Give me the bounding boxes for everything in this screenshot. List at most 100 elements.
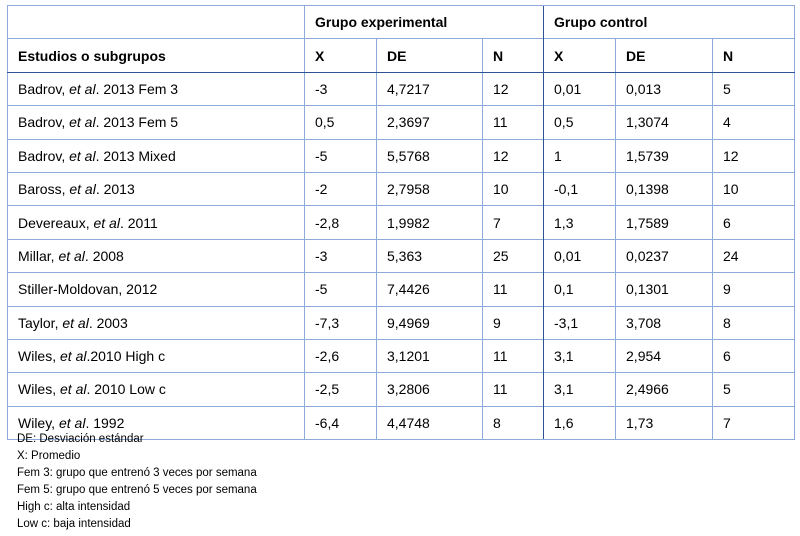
group-header-experimental: Grupo experimental [303,4,544,39]
ctl-x-cell: 0,5 [543,105,616,140]
ctl-x-cell: 1 [543,138,616,173]
ctl-de-cell: 0,013 [615,71,713,106]
table-row: Baross, et al. 2013 -2 2,7958 10 -0,1 0,1398 1… [7,171,796,206]
note-line: Fem 5: grupo que entrenó 5 veces por sem… [17,484,257,496]
ctl-n-cell: 7 [712,405,796,441]
exp-x-cell: -2,5 [304,372,377,407]
exp-x-cell: -2 [304,171,377,206]
ctl-n-cell: 24 [712,238,796,273]
ctl-n-cell: 4 [712,105,796,140]
table-body: Badrov, et al. 2013 Fem 3 -3 4,7217 12 0,01 0… [7,71,796,441]
study-name-prefix: Stiller-Moldovan, 2012 [18,281,158,298]
table-row: Devereaux, et al. 2011 -2,8 1,9982 7 1,3 1,75… [7,205,796,240]
study-name-cell: Millar, et al. 2008 [7,238,305,273]
column-header-study: Estudios o subgrupos [7,38,305,73]
study-name-etal: et al [69,181,96,198]
exp-n-cell: 7 [481,205,544,240]
study-name-cell: Badrov, et al. 2013 Fem 5 [7,105,305,140]
exp-de-cell: 2,7958 [376,171,483,206]
exp-de-cell: 9,4969 [376,305,483,340]
exp-de-cell: 5,363 [376,238,483,273]
ctl-n-cell: 10 [712,171,796,206]
study-name-suffix: . 2011 [119,214,158,231]
exp-x-cell: -3 [304,71,377,106]
ctl-x-cell: -3,1 [543,305,616,340]
ctl-de-cell: 1,5739 [615,138,713,173]
exp-x-cell: -2,8 [304,205,377,240]
group-header-control: Grupo control [543,4,796,39]
exp-n-cell: 8 [481,405,544,441]
study-name-prefix: Wiles, [18,348,60,365]
study-name-cell: Badrov, et al. 2013 Fem 3 [7,71,305,106]
note-line: High c: alta intensidad [17,501,131,513]
ctl-de-cell: 0,0237 [615,238,713,273]
table-row: Wiley, et al. 1992 -6,4 4,4748 8 1,6 1,73 7 [7,405,796,441]
ctl-n-cell: 8 [712,305,796,340]
study-name-etal: et al [60,381,87,398]
study-name-prefix: Baross, [18,181,70,198]
exp-x-cell: -7,3 [304,305,377,340]
exp-de-cell: 5,5768 [376,138,483,173]
column-header-exp-x: X [304,38,377,73]
note-line: Fem 3: grupo que entrenó 3 veces por sem… [17,467,257,479]
exp-x-cell: -2,6 [304,338,377,373]
table-row: Badrov, et al. 2013 Mixed -5 5,5768 12 1 1,57… [7,138,796,173]
study-name-etal: et al [62,314,89,331]
table-row: Millar, et al. 2008 -3 5,363 25 0,01 0,0237 24 [7,238,796,273]
ctl-x-cell: 0,01 [543,238,616,273]
study-name-cell: Baross, et al. 2013 [7,171,305,206]
column-header-ctl-de: DE [615,38,713,73]
exp-x-cell: -5 [304,138,377,173]
exp-n-cell: 12 [481,138,544,173]
study-name-prefix: Millar, [18,247,59,264]
column-header-row: Estudios o subgrupos X DE N X DE N [7,38,796,73]
ctl-de-cell: 0,1398 [615,171,713,206]
study-name-etal: et al [58,247,85,264]
table-notes: DE: Desviación estándar X: Promedio Fem 3:… [17,431,257,533]
ctl-x-cell: 1,3 [543,205,616,240]
ctl-de-cell: 0,1301 [615,272,713,307]
ctl-de-cell: 1,7589 [615,205,713,240]
study-name-etal: et al [93,214,120,231]
ctl-x-cell: 0,1 [543,272,616,307]
ctl-de-cell: 2,4966 [615,372,713,407]
study-name-suffix: . 2013 Fem 5 [95,114,179,131]
study-name-cell: Taylor, et al. 2003 [7,305,305,340]
note-line: Low c: baja intensidad [17,518,131,530]
exp-de-cell: 4,4748 [376,405,483,441]
column-header-exp-de: DE [376,38,483,73]
ctl-de-cell: 3,708 [615,305,713,340]
exp-n-cell: 11 [481,372,544,407]
note-line: X: Promedio [17,450,81,462]
study-name-prefix: Badrov, [18,80,70,97]
study-name-cell: Wiles, et al.2010 High c [7,338,305,373]
study-name-cell: Stiller-Moldovan, 2012 [7,272,305,307]
study-name-prefix: Wiley, [18,414,59,431]
study-name-suffix: . 2003 [88,314,128,331]
study-name-suffix: . 2013 Fem 3 [95,80,179,97]
exp-x-cell: -6,4 [304,405,377,441]
study-name-suffix: .2010 High c [86,348,166,365]
ctl-x-cell: 0,01 [543,71,616,106]
exp-de-cell: 2,3697 [376,105,483,140]
ctl-n-cell: 6 [712,205,796,240]
column-header-ctl-n: N [712,38,796,73]
study-name-cell: Wiles, et al. 2010 Low c [7,372,305,407]
exp-n-cell: 25 [481,238,544,273]
study-name-suffix: . 1992 [85,414,125,431]
exp-n-cell: 11 [481,105,544,140]
ctl-x-cell: -0,1 [543,171,616,206]
study-name-etal: et al [58,414,86,431]
exp-n-cell: 9 [481,305,544,340]
ctl-n-cell: 5 [712,71,796,106]
exp-de-cell: 3,2806 [376,372,483,407]
ctl-de-cell: 1,73 [615,405,713,441]
exp-x-cell: -3 [304,238,377,273]
ctl-de-cell: 1,3074 [615,105,713,140]
empty-corner-cell [7,4,305,39]
table-row: Wiles, et al.2010 High c -2,6 3,1201 11 3,1 2… [7,338,796,373]
study-name-etal: et al [69,147,96,164]
study-name-suffix: . 2008 [84,247,124,264]
exp-x-cell: 0,5 [304,105,377,140]
exp-x-cell: -5 [304,272,377,307]
